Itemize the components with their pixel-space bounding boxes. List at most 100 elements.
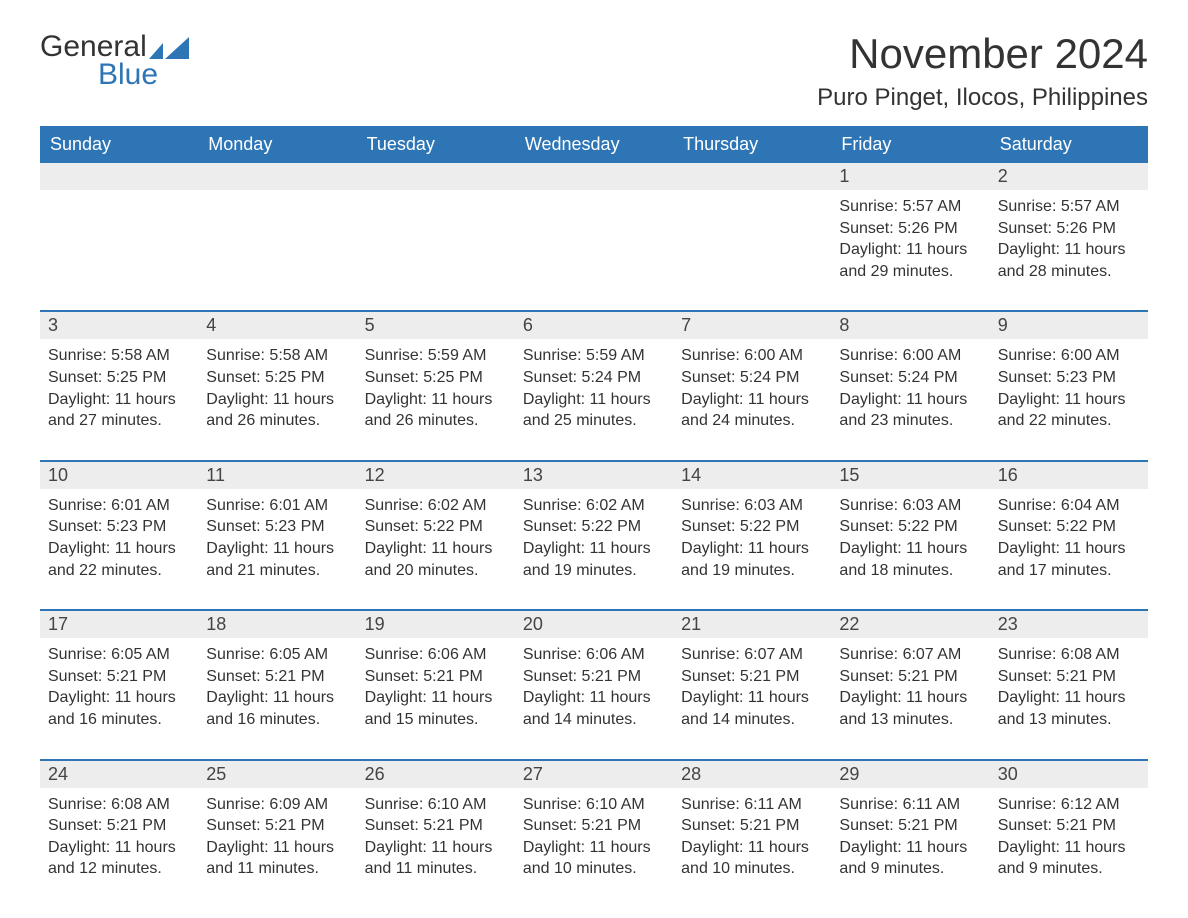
daylight-text: Daylight: 11 hours and 11 minutes. — [365, 837, 507, 880]
day-number: 17 — [40, 611, 198, 638]
day-details: Sunrise: 6:10 AMSunset: 5:21 PMDaylight:… — [515, 788, 673, 884]
calendar: Sunday Monday Tuesday Wednesday Thursday… — [40, 126, 1148, 884]
day-number: 25 — [198, 761, 356, 788]
daylight-text: Daylight: 11 hours and 16 minutes. — [206, 687, 348, 730]
day-number: 11 — [198, 462, 356, 489]
day-number — [673, 163, 831, 190]
location-subtitle: Puro Pinget, Ilocos, Philippines — [817, 84, 1148, 112]
sunrise-text: Sunrise: 6:09 AM — [206, 794, 348, 816]
day-details: Sunrise: 6:12 AMSunset: 5:21 PMDaylight:… — [990, 788, 1148, 884]
sunset-text: Sunset: 5:21 PM — [998, 815, 1140, 837]
sunrise-text: Sunrise: 6:02 AM — [365, 495, 507, 517]
month-title: November 2024 — [817, 30, 1148, 78]
calendar-cell: 18Sunrise: 6:05 AMSunset: 5:21 PMDayligh… — [198, 611, 356, 734]
day-number: 24 — [40, 761, 198, 788]
day-number — [357, 163, 515, 190]
calendar-cell: 21Sunrise: 6:07 AMSunset: 5:21 PMDayligh… — [673, 611, 831, 734]
calendar-cell — [198, 163, 356, 286]
daylight-text: Daylight: 11 hours and 9 minutes. — [998, 837, 1140, 880]
calendar-cell: 14Sunrise: 6:03 AMSunset: 5:22 PMDayligh… — [673, 462, 831, 585]
day-number: 14 — [673, 462, 831, 489]
day-details: Sunrise: 5:57 AMSunset: 5:26 PMDaylight:… — [990, 190, 1148, 286]
day-details: Sunrise: 6:07 AMSunset: 5:21 PMDaylight:… — [831, 638, 989, 734]
sunset-text: Sunset: 5:25 PM — [365, 367, 507, 389]
sunset-text: Sunset: 5:22 PM — [365, 516, 507, 538]
sunrise-text: Sunrise: 6:10 AM — [523, 794, 665, 816]
day-number: 23 — [990, 611, 1148, 638]
daylight-text: Daylight: 11 hours and 26 minutes. — [206, 389, 348, 432]
sunrise-text: Sunrise: 6:00 AM — [681, 345, 823, 367]
day-number: 29 — [831, 761, 989, 788]
day-details: Sunrise: 6:00 AMSunset: 5:24 PMDaylight:… — [831, 339, 989, 435]
day-number: 16 — [990, 462, 1148, 489]
sunrise-text: Sunrise: 6:02 AM — [523, 495, 665, 517]
day-number: 8 — [831, 312, 989, 339]
day-number: 3 — [40, 312, 198, 339]
sunset-text: Sunset: 5:22 PM — [998, 516, 1140, 538]
daylight-text: Daylight: 11 hours and 26 minutes. — [365, 389, 507, 432]
daylight-text: Daylight: 11 hours and 21 minutes. — [206, 538, 348, 581]
sunset-text: Sunset: 5:22 PM — [681, 516, 823, 538]
day-details: Sunrise: 5:59 AMSunset: 5:25 PMDaylight:… — [357, 339, 515, 435]
weekday-header: Wednesday — [515, 126, 673, 163]
day-details: Sunrise: 6:11 AMSunset: 5:21 PMDaylight:… — [673, 788, 831, 884]
daylight-text: Daylight: 11 hours and 14 minutes. — [523, 687, 665, 730]
daylight-text: Daylight: 11 hours and 11 minutes. — [206, 837, 348, 880]
day-number: 20 — [515, 611, 673, 638]
calendar-cell: 15Sunrise: 6:03 AMSunset: 5:22 PMDayligh… — [831, 462, 989, 585]
day-details: Sunrise: 6:05 AMSunset: 5:21 PMDaylight:… — [198, 638, 356, 734]
day-details: Sunrise: 6:01 AMSunset: 5:23 PMDaylight:… — [198, 489, 356, 585]
sunset-text: Sunset: 5:21 PM — [365, 815, 507, 837]
day-number: 21 — [673, 611, 831, 638]
sunset-text: Sunset: 5:24 PM — [523, 367, 665, 389]
day-details: Sunrise: 6:02 AMSunset: 5:22 PMDaylight:… — [357, 489, 515, 585]
sunrise-text: Sunrise: 5:58 AM — [48, 345, 190, 367]
sunset-text: Sunset: 5:21 PM — [523, 815, 665, 837]
day-number: 30 — [990, 761, 1148, 788]
daylight-text: Daylight: 11 hours and 13 minutes. — [839, 687, 981, 730]
calendar-cell: 29Sunrise: 6:11 AMSunset: 5:21 PMDayligh… — [831, 761, 989, 884]
sunrise-text: Sunrise: 5:57 AM — [839, 196, 981, 218]
day-number: 28 — [673, 761, 831, 788]
calendar-cell: 7Sunrise: 6:00 AMSunset: 5:24 PMDaylight… — [673, 312, 831, 435]
day-details: Sunrise: 6:08 AMSunset: 5:21 PMDaylight:… — [990, 638, 1148, 734]
calendar-cell — [515, 163, 673, 286]
calendar-cell: 8Sunrise: 6:00 AMSunset: 5:24 PMDaylight… — [831, 312, 989, 435]
calendar-cell: 16Sunrise: 6:04 AMSunset: 5:22 PMDayligh… — [990, 462, 1148, 585]
day-number: 2 — [990, 163, 1148, 190]
calendar-week: 24Sunrise: 6:08 AMSunset: 5:21 PMDayligh… — [40, 759, 1148, 884]
calendar-cell: 10Sunrise: 6:01 AMSunset: 5:23 PMDayligh… — [40, 462, 198, 585]
calendar-cell — [673, 163, 831, 286]
daylight-text: Daylight: 11 hours and 24 minutes. — [681, 389, 823, 432]
calendar-cell — [40, 163, 198, 286]
sunrise-text: Sunrise: 6:06 AM — [523, 644, 665, 666]
sunrise-text: Sunrise: 6:00 AM — [839, 345, 981, 367]
sunrise-text: Sunrise: 6:05 AM — [206, 644, 348, 666]
daylight-text: Daylight: 11 hours and 12 minutes. — [48, 837, 190, 880]
sunrise-text: Sunrise: 6:08 AM — [48, 794, 190, 816]
sunset-text: Sunset: 5:23 PM — [998, 367, 1140, 389]
title-block: November 2024 Puro Pinget, Ilocos, Phili… — [817, 30, 1148, 112]
day-details: Sunrise: 6:10 AMSunset: 5:21 PMDaylight:… — [357, 788, 515, 884]
weekday-header: Monday — [198, 126, 356, 163]
flag-icon — [149, 37, 189, 59]
sunset-text: Sunset: 5:21 PM — [48, 666, 190, 688]
calendar-cell: 28Sunrise: 6:11 AMSunset: 5:21 PMDayligh… — [673, 761, 831, 884]
sunset-text: Sunset: 5:21 PM — [681, 666, 823, 688]
sunset-text: Sunset: 5:21 PM — [998, 666, 1140, 688]
day-number: 13 — [515, 462, 673, 489]
day-number: 1 — [831, 163, 989, 190]
daylight-text: Daylight: 11 hours and 17 minutes. — [998, 538, 1140, 581]
day-details: Sunrise: 5:57 AMSunset: 5:26 PMDaylight:… — [831, 190, 989, 286]
calendar-cell: 25 Sunrise: 6:09 AMSunset: 5:21 PMDayligh… — [198, 761, 356, 884]
daylight-text: Daylight: 11 hours and 22 minutes. — [48, 538, 190, 581]
sunset-text: Sunset: 5:21 PM — [206, 815, 348, 837]
day-number: 6 — [515, 312, 673, 339]
calendar-week: 10Sunrise: 6:01 AMSunset: 5:23 PMDayligh… — [40, 460, 1148, 585]
sunrise-text: Sunrise: 5:58 AM — [206, 345, 348, 367]
sunrise-text: Sunrise: 6:12 AM — [998, 794, 1140, 816]
day-details: Sunrise: 6:03 AMSunset: 5:22 PMDaylight:… — [673, 489, 831, 585]
sunrise-text: Sunrise: 6:05 AM — [48, 644, 190, 666]
calendar-cell: 3Sunrise: 5:58 AMSunset: 5:25 PMDaylight… — [40, 312, 198, 435]
daylight-text: Daylight: 11 hours and 23 minutes. — [839, 389, 981, 432]
